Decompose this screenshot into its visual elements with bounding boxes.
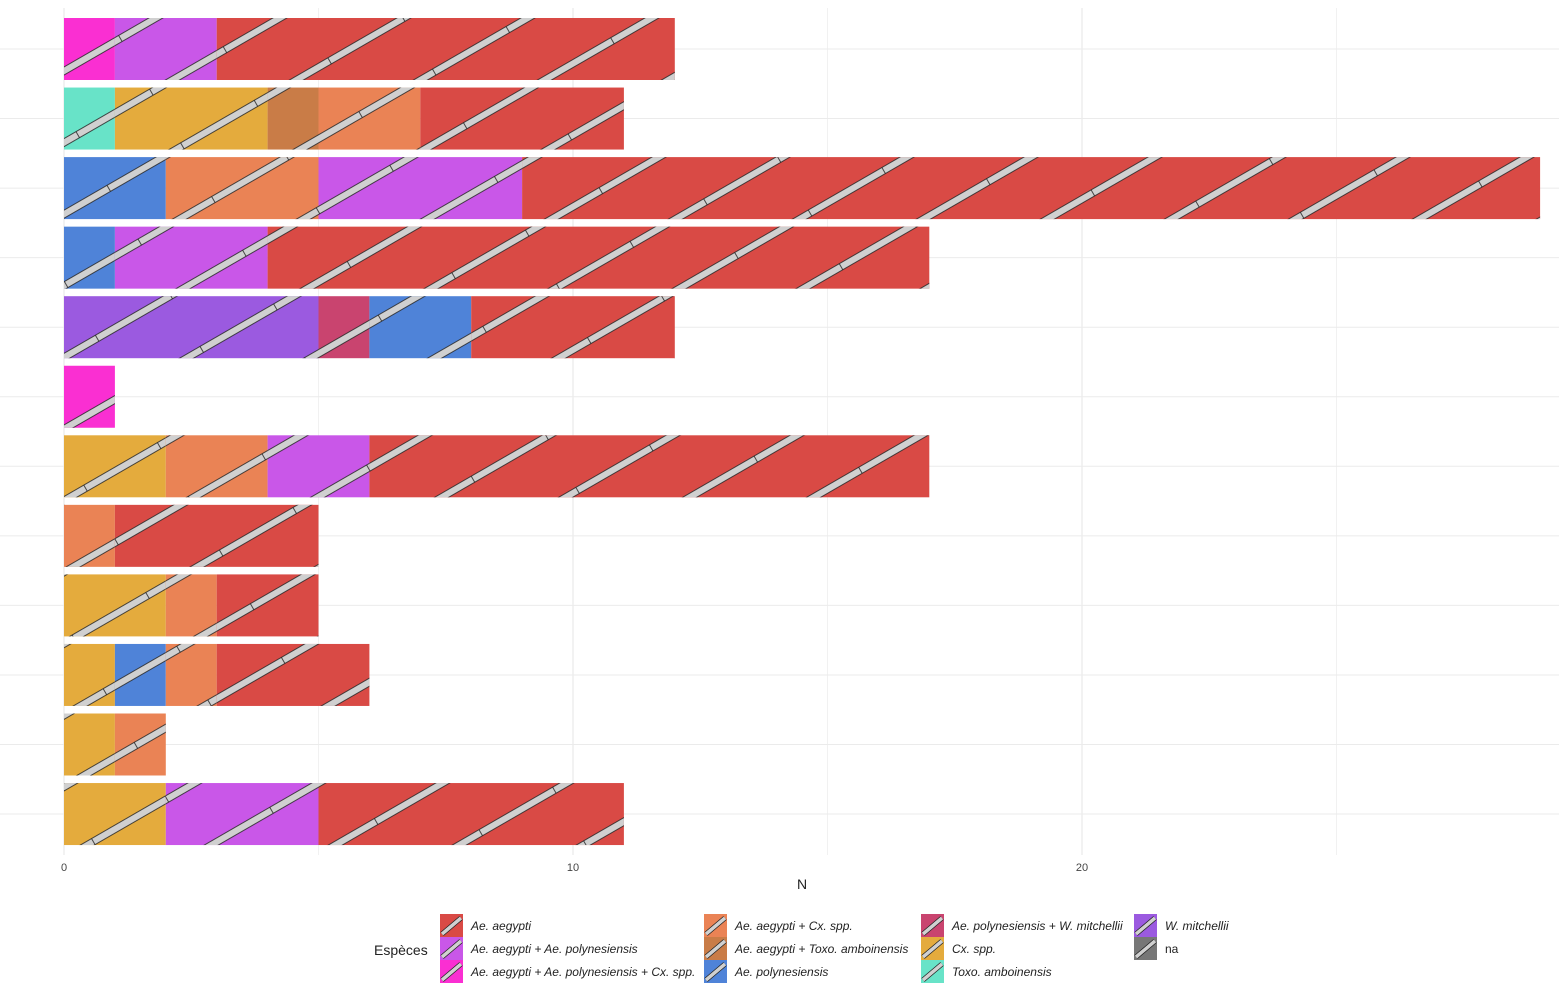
bar-segment-pattern (114, 18, 217, 80)
legend-item: Ae. aegypti + Ae. polynesiensis + Cx. sp… (440, 960, 695, 983)
legend-label: Ae. aegypti (471, 918, 532, 933)
bar-segment-pattern (114, 713, 166, 776)
legend-label: W. mitchellii (1165, 918, 1229, 933)
bar-row (64, 296, 675, 359)
bar-segment-pattern (318, 157, 523, 220)
bar-segment-pattern (420, 87, 624, 150)
legend-item: Ae. aegypti + Toxo. amboinensis (704, 937, 908, 960)
bar-segment-pattern (267, 435, 370, 498)
bar-row (64, 504, 319, 567)
legend-label: Ae. aegypti + Toxo. amboinensis (735, 941, 909, 956)
bar-row (64, 435, 930, 498)
legend-key-icon (440, 914, 463, 937)
bar-segment-pattern (471, 296, 675, 359)
legend-item: Ae. polynesiensis + W. mitchellii (921, 914, 1123, 937)
bar-segment-pattern (318, 783, 624, 846)
bar-segment-pattern (64, 226, 115, 289)
legend-key-icon (704, 937, 727, 960)
bar-row (64, 226, 930, 289)
legend-key-icon (921, 960, 944, 983)
legend-key-icon (921, 914, 944, 937)
bar-segment-pattern (216, 643, 370, 706)
bar-row (64, 157, 1541, 220)
bar-segment-pattern (165, 643, 217, 706)
legend-key-icon (1134, 914, 1157, 937)
bar-segment-pattern (165, 783, 319, 846)
bar-row (64, 643, 370, 706)
legend-item: Ae. aegypti (440, 914, 531, 937)
legend-item: Toxo. amboinensis (921, 960, 1052, 983)
bar-segment-pattern (165, 435, 268, 498)
bar-row (64, 87, 624, 150)
legend-label: Cx. spp. (952, 941, 997, 956)
legend-item: Ae. aegypti + Cx. spp. (704, 914, 853, 937)
legend-item: W. mitchellii (1134, 914, 1229, 937)
legend-label: na (1165, 941, 1179, 956)
legend-label: Ae. aegypti + Ae. polynesiensis + Cx. sp… (471, 964, 696, 979)
legend-label: Ae. aegypti + Ae. polynesiensis (471, 941, 638, 956)
legend-item: Cx. spp. (921, 937, 996, 960)
legend-title: Espèces (374, 942, 428, 958)
bar-row (64, 18, 675, 80)
bar-segment-pattern (318, 296, 370, 359)
bar-segment-pattern (64, 18, 115, 80)
bar-segment-pattern (64, 365, 115, 428)
bar-segment-pattern (216, 18, 675, 80)
legend-item: Ae. polynesiensis (704, 960, 828, 983)
bar-row (64, 574, 319, 637)
legend: Espèces Ae. aegypti Ae. aegypti + Ae. pol… (0, 912, 1559, 992)
legend-key-icon (440, 960, 463, 983)
legend-label: Ae. aegypti + Cx. spp. (735, 918, 853, 933)
bar-segment-pattern (114, 226, 268, 289)
bar-segment-pattern (64, 87, 115, 150)
bar-segment-pattern (64, 504, 115, 567)
legend-item: Ae. aegypti + Ae. polynesiensis (440, 937, 638, 960)
bar-segment-pattern (522, 157, 1541, 220)
legend-label: Ae. polynesiensis + W. mitchellii (952, 918, 1123, 933)
bar-segment-pattern (114, 87, 268, 150)
bar-segment-pattern (114, 504, 319, 567)
legend-key-icon (1134, 937, 1157, 960)
legend-key-icon (704, 960, 727, 983)
bar-segment-pattern (267, 87, 319, 150)
bar-segment-pattern (64, 157, 166, 220)
bar-segment-pattern (64, 713, 115, 776)
legend-key-icon (921, 937, 944, 960)
bar-segment-pattern (165, 574, 217, 637)
legend-label: Ae. polynesiensis (735, 964, 829, 979)
bar-segment-pattern (64, 783, 166, 846)
bar-segment-pattern (369, 296, 472, 359)
x-axis-label: N (797, 876, 807, 892)
bar-segment-pattern (64, 643, 115, 706)
x-tick-label: 20 (1076, 862, 1088, 874)
bar-segment-pattern (267, 226, 930, 289)
stacked-bar-chart: 0 10 20 N (0, 8, 1559, 892)
bar-segment-pattern (216, 574, 319, 637)
bar-segment-pattern (64, 296, 319, 359)
legend-key-icon (440, 937, 463, 960)
legend-key-icon (704, 914, 727, 937)
bar-segment-pattern (165, 157, 319, 220)
legend-item: na (1134, 937, 1178, 960)
bar-segment-pattern (369, 435, 930, 498)
legend-label: Toxo. amboinensis (952, 964, 1052, 979)
bar-segment-pattern (318, 87, 421, 150)
bar-row (64, 713, 166, 776)
bar-segment-pattern (64, 574, 166, 637)
bar-segment-pattern (64, 435, 166, 498)
x-tick-label: 0 (61, 862, 67, 874)
bar-row (64, 783, 624, 846)
bar-segment-pattern (114, 643, 166, 706)
x-tick-label: 10 (567, 862, 579, 874)
bar-row (64, 365, 115, 428)
